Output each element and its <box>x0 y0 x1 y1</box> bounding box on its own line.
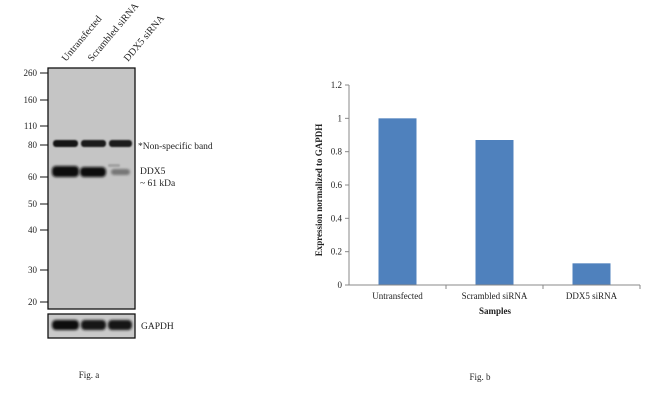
marker-label: 40 <box>28 225 38 235</box>
ddx5-bands <box>52 164 130 177</box>
bar-chart: 0 0.2 0.4 0.6 0.8 1 1.2 Untransfected Scrambled… <box>314 80 641 382</box>
gapdh-label: GAPDH <box>141 322 174 332</box>
y-tick-label: 0.6 <box>331 180 343 190</box>
y-axis-label: Expression normalized to GAPDH <box>314 124 324 257</box>
bar <box>475 140 514 285</box>
y-axis: 0 0.2 0.4 0.6 0.8 1 1.2 <box>331 80 350 290</box>
marker-label: 110 <box>24 121 38 131</box>
y-tick-label: 0.4 <box>331 213 343 223</box>
y-tick-label: 0 <box>338 280 343 290</box>
ddx5-size-label: ~ 61 kDa <box>140 179 176 189</box>
marker-label: 260 <box>24 68 38 78</box>
y-tick-label: 1.2 <box>331 80 342 90</box>
marker-label: 60 <box>28 172 38 182</box>
x-tick-label: Scrambled siRNA <box>462 291 528 301</box>
blot-membrane <box>47 67 136 310</box>
marker-label: 20 <box>28 297 38 307</box>
y-tick-label: 1 <box>338 113 343 123</box>
nonspecific-band-label: *Non-specific band <box>138 141 213 152</box>
figure-a-caption: Fig. a <box>79 370 100 380</box>
ddx5-label: DDX5 <box>140 167 166 177</box>
western-blot-panel: Untransfected Scrambled siRNA DDX5 siRNA… <box>24 0 213 380</box>
nonspecific-bands <box>53 140 132 147</box>
marker-label: 30 <box>28 265 38 275</box>
y-tick-label: 0.2 <box>331 247 342 257</box>
y-tick-label: 0.8 <box>331 147 343 157</box>
x-tick-label: DDX5 siRNA <box>566 291 618 301</box>
marker-label: 160 <box>24 95 38 105</box>
x-axis: Untransfected Scrambled siRNA DDX5 siRNA <box>349 284 641 301</box>
x-axis-label: Samples <box>479 306 512 316</box>
marker-label: 50 <box>28 199 38 209</box>
marker-label: 80 <box>28 140 38 150</box>
x-tick-label: Untransfected <box>372 291 423 301</box>
figure-b-caption: Fig. b <box>469 372 491 382</box>
gapdh-bands <box>52 320 132 330</box>
bar-series <box>378 118 611 285</box>
marker-ladder: 260 160 110 80 60 50 40 30 20 <box>24 68 48 307</box>
bar <box>378 118 417 285</box>
bar <box>572 263 611 285</box>
